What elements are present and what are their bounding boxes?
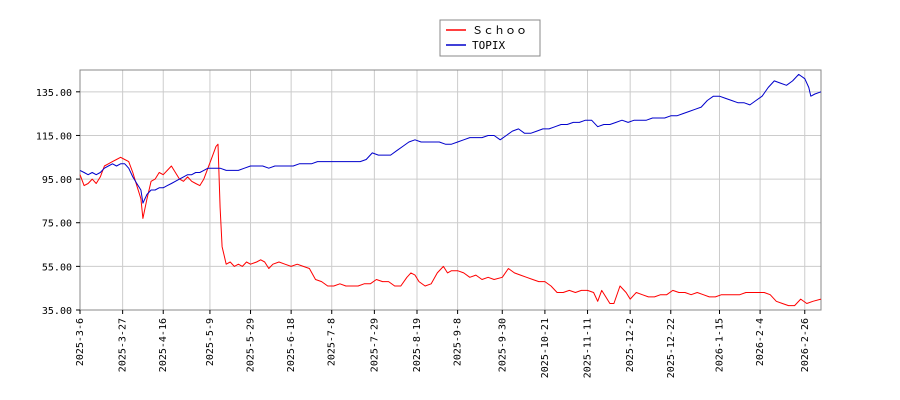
- x-tick-label: 2025-9-8: [453, 318, 464, 366]
- x-tick-label: 2026-1-15: [714, 318, 725, 372]
- legend-box: [439, 19, 541, 57]
- x-tick-label: 2025-7-8: [327, 318, 338, 366]
- x-tick-label: 2026-2-4: [755, 318, 766, 366]
- x-tick-label: 2025-8-19: [412, 318, 423, 372]
- x-tick-label: 2025-5-29: [246, 318, 257, 372]
- x-tick-label: 2025-9-30: [497, 318, 508, 372]
- y-tick-label: 35.00: [42, 306, 72, 317]
- x-tick-label: 2026-2-26: [800, 318, 811, 372]
- x-tick-label: 2025-11-11: [583, 318, 594, 378]
- series-line-schoo: [79, 143, 822, 307]
- legend-label-schoo: Ｓｃｈｏｏ: [472, 24, 527, 37]
- x-tick-label: 2025-12-2: [625, 318, 636, 372]
- y-tick-label: 75.00: [42, 219, 72, 230]
- plot-frame: [79, 69, 822, 311]
- x-tick-label: 2025-7-29: [369, 318, 380, 372]
- legend: Ｓｃｈｏｏ TOPIX: [439, 19, 541, 57]
- x-axis: 2025-3-6 2025-3-27 2025-4-16 2025-5-9 2025-5…: [75, 310, 811, 378]
- y-tick-label: 135.00: [36, 88, 72, 99]
- y-tick-label: 55.00: [42, 262, 72, 273]
- x-tick-label: 2025-6-18: [286, 318, 297, 372]
- series-layer: [79, 73, 822, 307]
- x-tick-label: 2025-3-27: [118, 318, 129, 372]
- legend-label-topix: TOPIX: [472, 39, 505, 52]
- series-line-topix: [79, 73, 822, 204]
- y-tick-label: 95.00: [42, 175, 72, 186]
- y-axis: 35.00 55.00 75.00 95.00 115.00 135.00: [36, 88, 80, 317]
- x-tick-label: 2025-3-6: [75, 318, 86, 366]
- x-tick-label: 2025-12-22: [666, 318, 677, 378]
- x-tick-label: 2025-10-21: [540, 318, 551, 378]
- y-tick-label: 115.00: [36, 131, 72, 142]
- grid: [79, 70, 821, 311]
- x-tick-label: 2025-5-9: [205, 318, 216, 366]
- x-tick-label: 2025-4-16: [158, 318, 169, 372]
